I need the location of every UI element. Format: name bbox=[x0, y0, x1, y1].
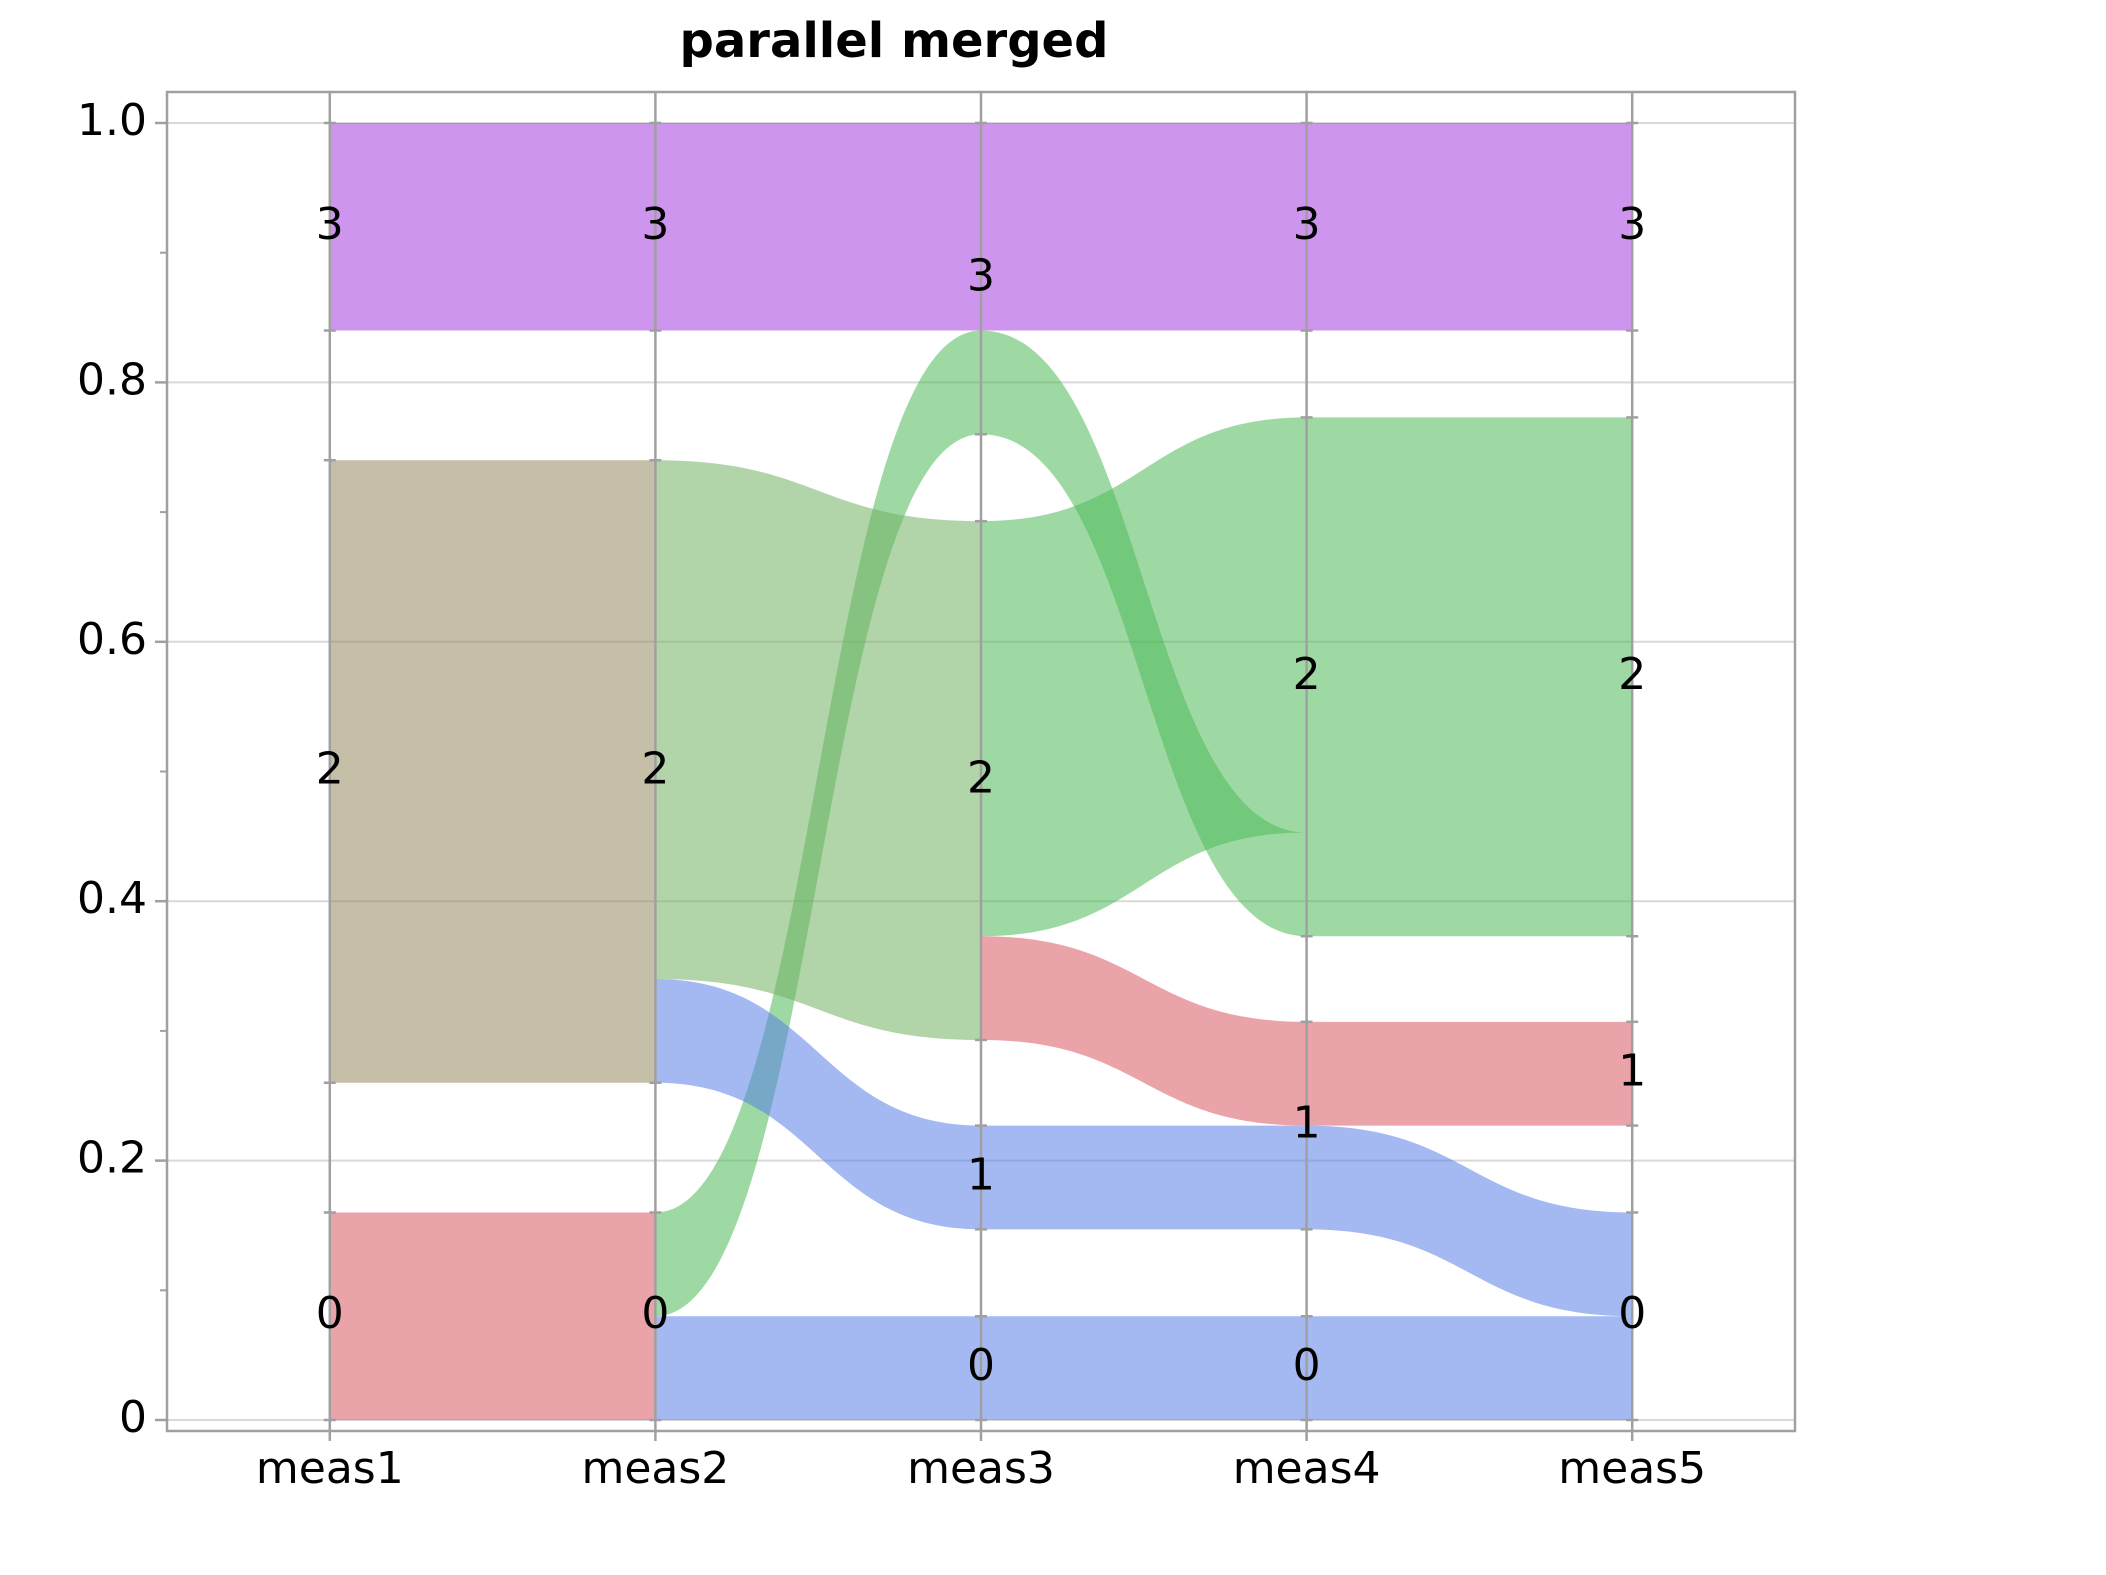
ribbon bbox=[329, 123, 656, 331]
segment-label: 2 bbox=[641, 744, 669, 795]
segment-label: 2 bbox=[1618, 649, 1646, 700]
segment-label: 2 bbox=[316, 744, 344, 795]
segment-label: 0 bbox=[1618, 1288, 1646, 1339]
ribbon bbox=[981, 1316, 1307, 1420]
ribbon bbox=[655, 460, 981, 1040]
ribbon bbox=[981, 936, 1307, 1126]
y-tick-label: 1.0 bbox=[77, 95, 147, 146]
chart-title: parallel merged bbox=[680, 13, 1109, 69]
ribbon bbox=[981, 1125, 1307, 1230]
x-tick-label: meas1 bbox=[256, 1443, 404, 1494]
segment-label: 2 bbox=[1293, 649, 1321, 700]
plot-frame bbox=[165, 90, 1797, 1433]
ribbon bbox=[655, 979, 981, 1230]
segment-label: 3 bbox=[1618, 199, 1646, 250]
segment-label: 3 bbox=[1293, 199, 1321, 250]
segment-label: 2 bbox=[967, 753, 995, 804]
segment-label: 0 bbox=[641, 1288, 669, 1339]
labels: 0 0.2 0.4 0.6 0.8 1.0 meas1 0 2 3 meas2 0 2 3 meas3 0 1 2… bbox=[77, 95, 1706, 1494]
x-tick-label: meas4 bbox=[1233, 1443, 1381, 1494]
ribbon bbox=[1306, 1316, 1633, 1420]
ribbons bbox=[329, 123, 1633, 1420]
segment-label: 0 bbox=[967, 1340, 995, 1391]
y-tick-label: 0 bbox=[119, 1392, 147, 1443]
y-tick-label: 0.8 bbox=[77, 354, 147, 405]
ribbon bbox=[329, 460, 656, 1083]
y-tick-label: 0.2 bbox=[77, 1133, 147, 1184]
y-tick-label: 0.6 bbox=[77, 614, 147, 665]
ribbon bbox=[1306, 417, 1633, 937]
segment-label: 3 bbox=[641, 199, 669, 250]
ribbon bbox=[1306, 1021, 1633, 1126]
ribbon bbox=[655, 1316, 981, 1420]
ribbon bbox=[1306, 123, 1633, 331]
ribbon bbox=[1306, 1125, 1633, 1317]
segment-label: 3 bbox=[316, 199, 344, 250]
segment-label: 1 bbox=[1618, 1046, 1646, 1097]
x-tick-label: meas2 bbox=[581, 1443, 729, 1494]
y-tick-label: 0.4 bbox=[77, 873, 147, 924]
ribbon bbox=[655, 123, 981, 331]
segment-label: 3 bbox=[967, 251, 995, 302]
x-tick-label: meas3 bbox=[907, 1443, 1055, 1494]
ribbon bbox=[329, 1212, 656, 1420]
x-tick-label: meas5 bbox=[1558, 1443, 1706, 1494]
ribbon bbox=[981, 123, 1307, 331]
segment-label: 1 bbox=[1293, 1098, 1321, 1149]
segment-label: 1 bbox=[967, 1149, 995, 1200]
segment-label: 0 bbox=[316, 1288, 344, 1339]
segment-label: 0 bbox=[1293, 1340, 1321, 1391]
ribbon bbox=[981, 330, 1307, 937]
axes bbox=[155, 92, 1639, 1441]
